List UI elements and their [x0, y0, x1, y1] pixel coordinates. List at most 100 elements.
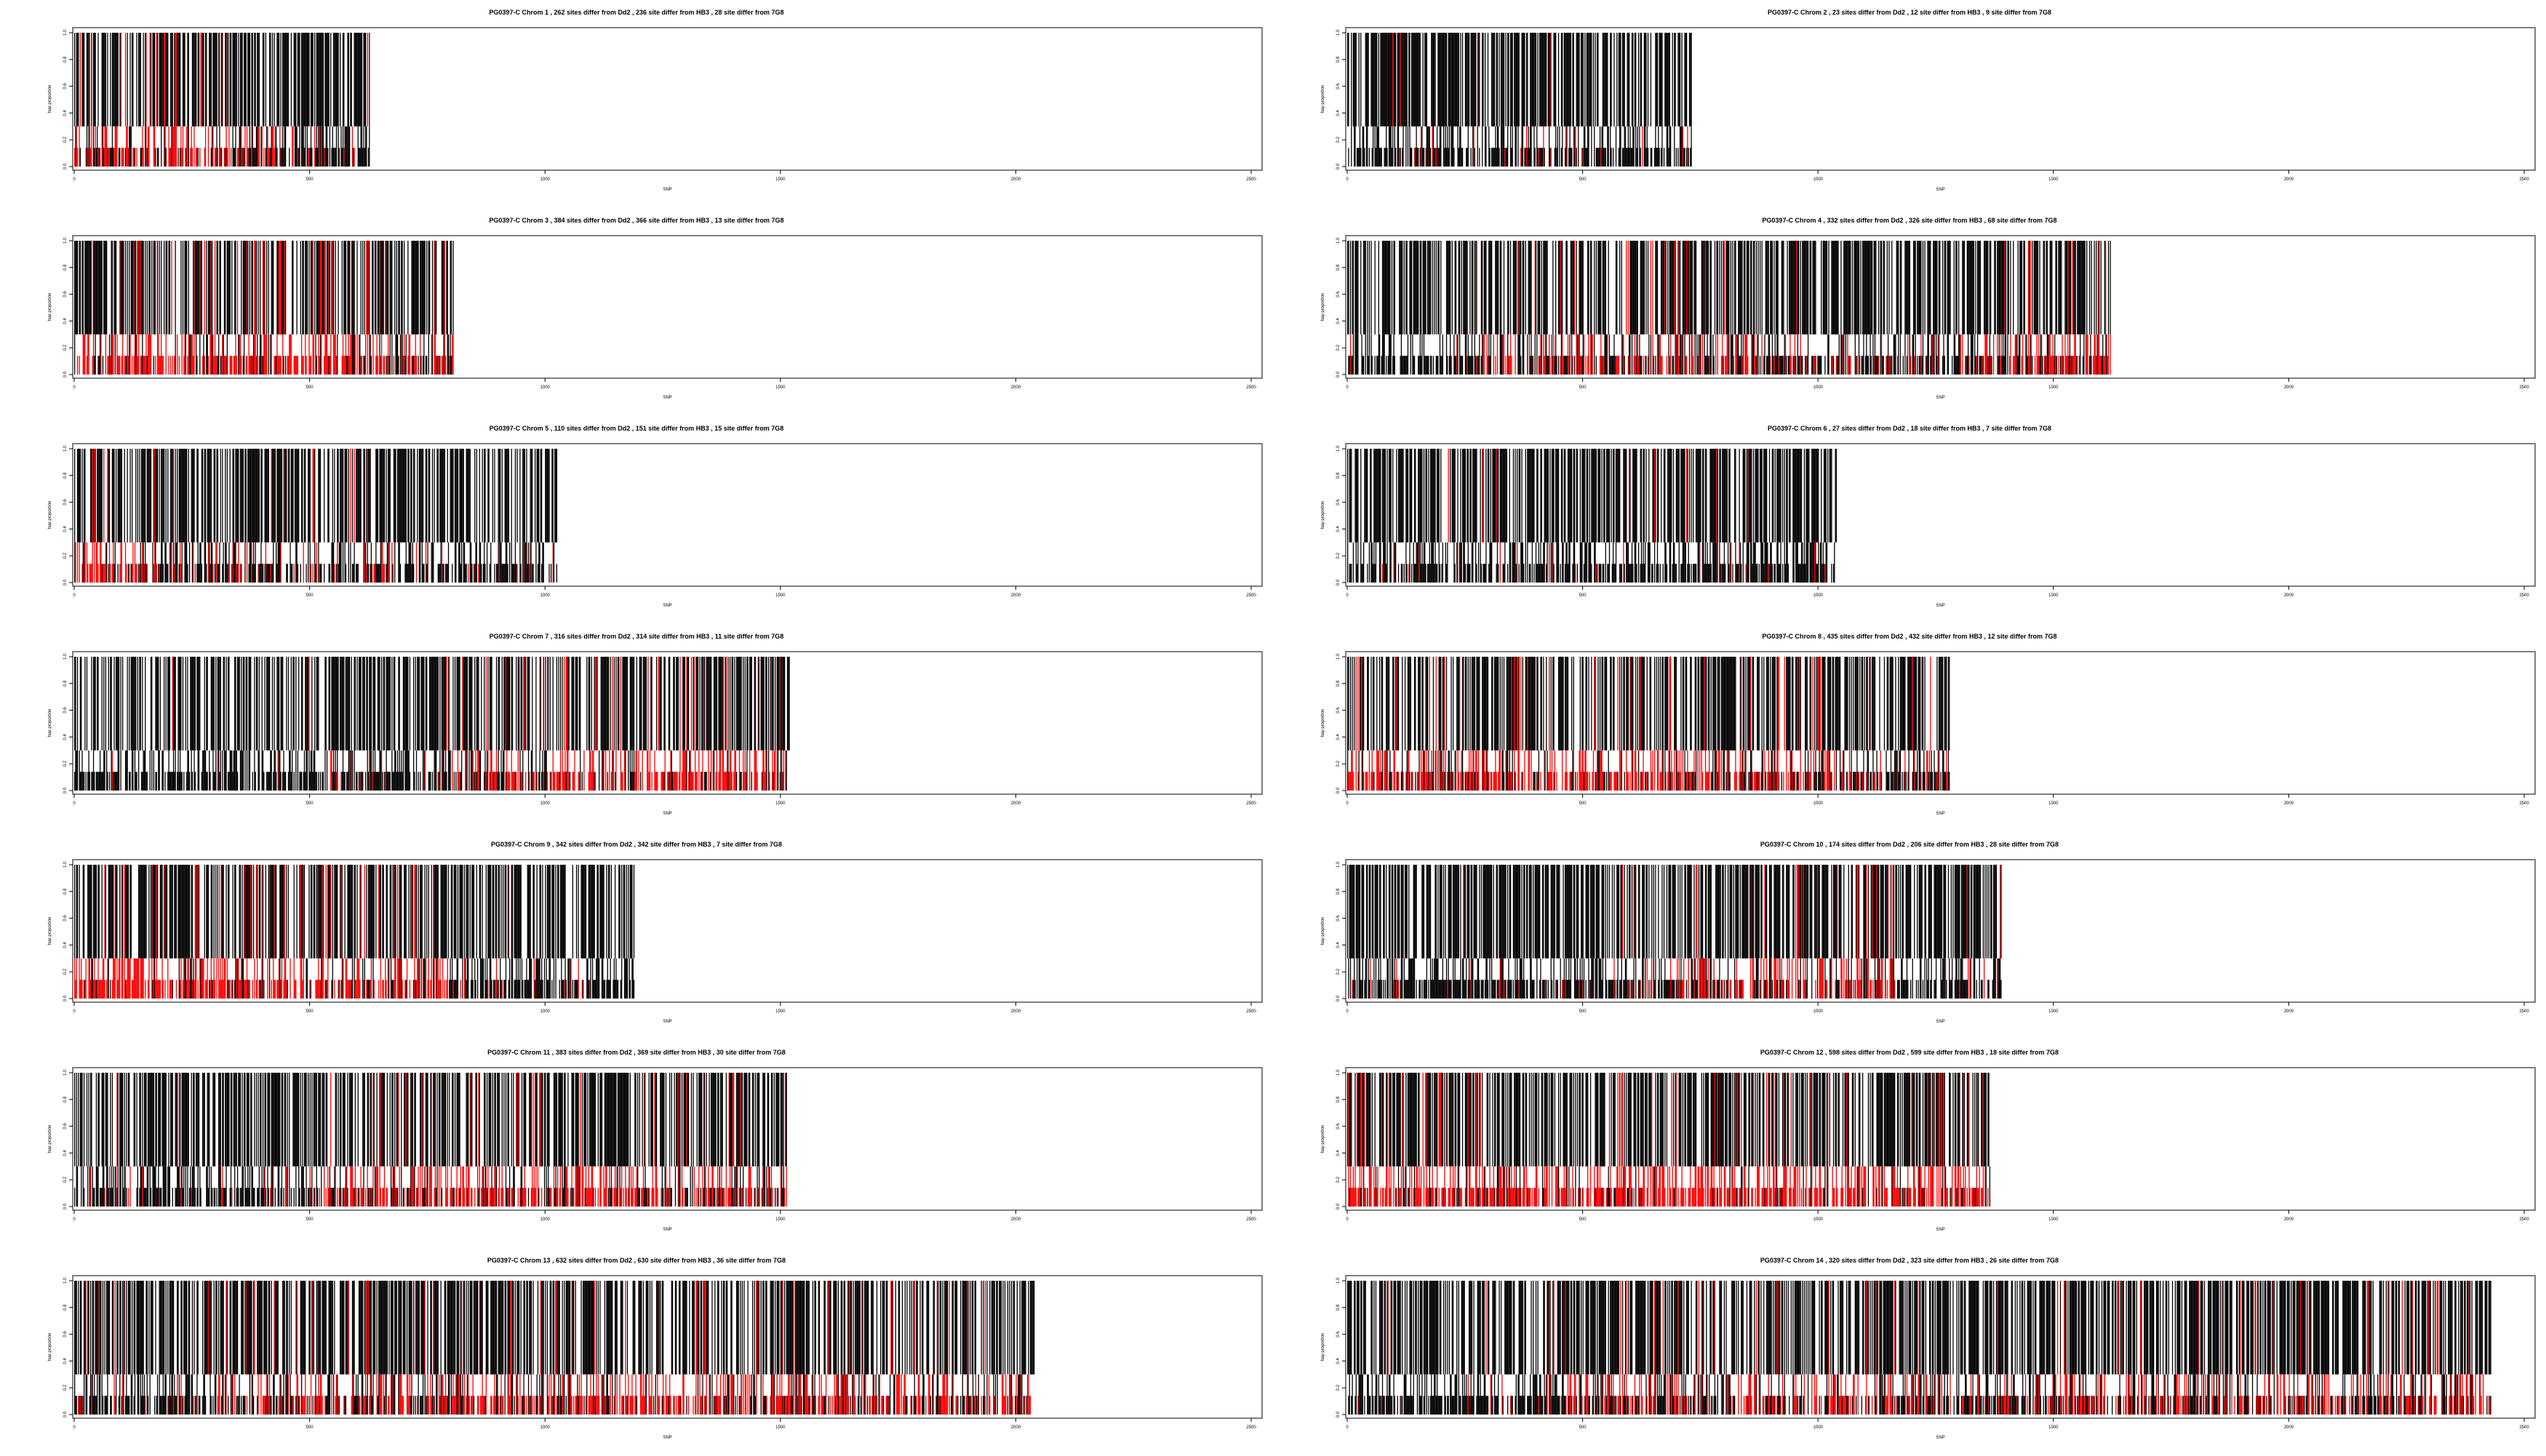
haplotype-bar: [1514, 241, 1515, 335]
haplotype-bar: [1386, 449, 1387, 543]
haplotype-bar: [625, 751, 626, 791]
haplotype-bar: [270, 564, 271, 583]
haplotype-bar: [1479, 33, 1480, 127]
haplotype-bar: [1418, 543, 1419, 583]
haplotype-bar: [1849, 241, 1850, 335]
haplotype-bar: [128, 564, 129, 583]
haplotype-bar: [1516, 33, 1517, 127]
haplotype-bar: [1693, 241, 1694, 335]
haplotype-bars: [1347, 33, 1692, 167]
haplotype-bar: [352, 241, 353, 335]
haplotype-bar: [400, 335, 401, 375]
haplotype-bar: [1482, 449, 1483, 543]
haplotype-bar: [166, 335, 167, 375]
haplotype-bar: [193, 751, 194, 791]
haplotype-bar: [252, 127, 253, 167]
y-tick-label: 0.8: [1336, 56, 1341, 63]
haplotype-bar: [1603, 356, 1604, 375]
haplotype-bar: [1471, 33, 1472, 127]
haplotype-bar: [136, 33, 137, 127]
haplotype-bar: [1391, 335, 1392, 375]
haplotype-bar: [576, 657, 577, 751]
haplotype-bar: [1354, 449, 1355, 543]
haplotype-bar: [1372, 148, 1373, 167]
haplotype-bar: [1464, 543, 1465, 583]
haplotype-bar: [1561, 241, 1562, 335]
haplotype-bar: [459, 657, 460, 751]
haplotype-bar: [1382, 241, 1383, 335]
haplotype-bar: [364, 148, 365, 167]
haplotype-bar: [109, 335, 110, 375]
haplotype-bar: [241, 564, 242, 583]
haplotype-bar: [314, 241, 315, 335]
haplotype-bar: [548, 449, 549, 543]
haplotype-bar: [382, 543, 383, 583]
haplotype-bar: [216, 356, 217, 375]
haplotype-bar: [1545, 241, 1546, 335]
haplotype-bar: [1836, 241, 1837, 335]
haplotype-bar: [1600, 148, 1601, 167]
haplotype-bar: [403, 449, 404, 543]
haplotype-bar: [215, 543, 216, 583]
haplotype-bar: [2047, 335, 2048, 375]
haplotype-bar: [1465, 564, 1466, 583]
haplotype-bar: [1379, 335, 1380, 375]
haplotype-bar: [1897, 241, 1898, 335]
haplotype-bar: [1380, 543, 1381, 583]
haplotype-bar: [204, 449, 205, 543]
haplotype-bar: [1464, 449, 1465, 543]
haplotype-bar: [633, 772, 634, 791]
haplotype-bar: [89, 772, 90, 791]
haplotype-bar: [102, 127, 103, 167]
haplotype-bar: [1587, 241, 1588, 335]
haplotype-bar: [1907, 241, 1908, 335]
haplotype-bar: [282, 772, 283, 791]
haplotype-bar: [77, 449, 78, 543]
haplotype-bar: [113, 657, 114, 751]
haplotype-bar: [1365, 241, 1366, 335]
haplotype-bar: [346, 657, 347, 751]
haplotype-bar: [1473, 33, 1474, 127]
haplotype-bar: [91, 241, 92, 335]
haplotype-bar: [125, 241, 126, 335]
haplotype-bar: [236, 751, 237, 791]
haplotype-bar: [545, 657, 546, 751]
haplotype-bar: [300, 772, 301, 791]
haplotype-bar: [294, 772, 295, 791]
haplotype-bar: [1588, 543, 1589, 583]
haplotype-bar: [1738, 335, 1739, 375]
haplotype-bar: [267, 657, 268, 751]
haplotype-bar: [250, 449, 251, 543]
haplotype-bar: [426, 356, 427, 375]
haplotype-bar: [1652, 449, 1653, 543]
haplotype-bar: [267, 772, 268, 791]
haplotype-bar: [238, 335, 239, 375]
haplotype-bar: [353, 148, 354, 167]
haplotype-bar: [202, 33, 203, 127]
haplotype-bar: [318, 33, 319, 127]
haplotype-bar: [1376, 33, 1377, 127]
haplotype-bar: [1497, 449, 1498, 543]
haplotype-bar: [96, 772, 97, 791]
haplotype-bar: [318, 543, 319, 583]
haplotype-bar: [399, 751, 400, 791]
haplotype-bar: [279, 356, 280, 375]
haplotype-bar: [97, 657, 98, 751]
haplotype-bar: [292, 241, 293, 335]
haplotype-bar: [422, 543, 423, 583]
haplotype-bars: [74, 241, 454, 375]
haplotype-bar: [1446, 148, 1447, 167]
haplotype-bars: [1347, 449, 1837, 583]
haplotype-bar: [2055, 241, 2056, 335]
haplotype-bar: [636, 657, 637, 751]
haplotype-bar: [541, 449, 542, 543]
haplotype-bar: [1708, 564, 1709, 583]
haplotype-bar: [276, 241, 277, 335]
haplotype-bar: [464, 543, 465, 583]
haplotype-bar: [1799, 356, 1800, 375]
haplotype-bar: [125, 148, 126, 167]
haplotype-bar: [115, 335, 116, 375]
haplotype-bar: [167, 33, 168, 127]
haplotype-bar: [256, 241, 257, 335]
haplotype-bar: [505, 657, 506, 751]
